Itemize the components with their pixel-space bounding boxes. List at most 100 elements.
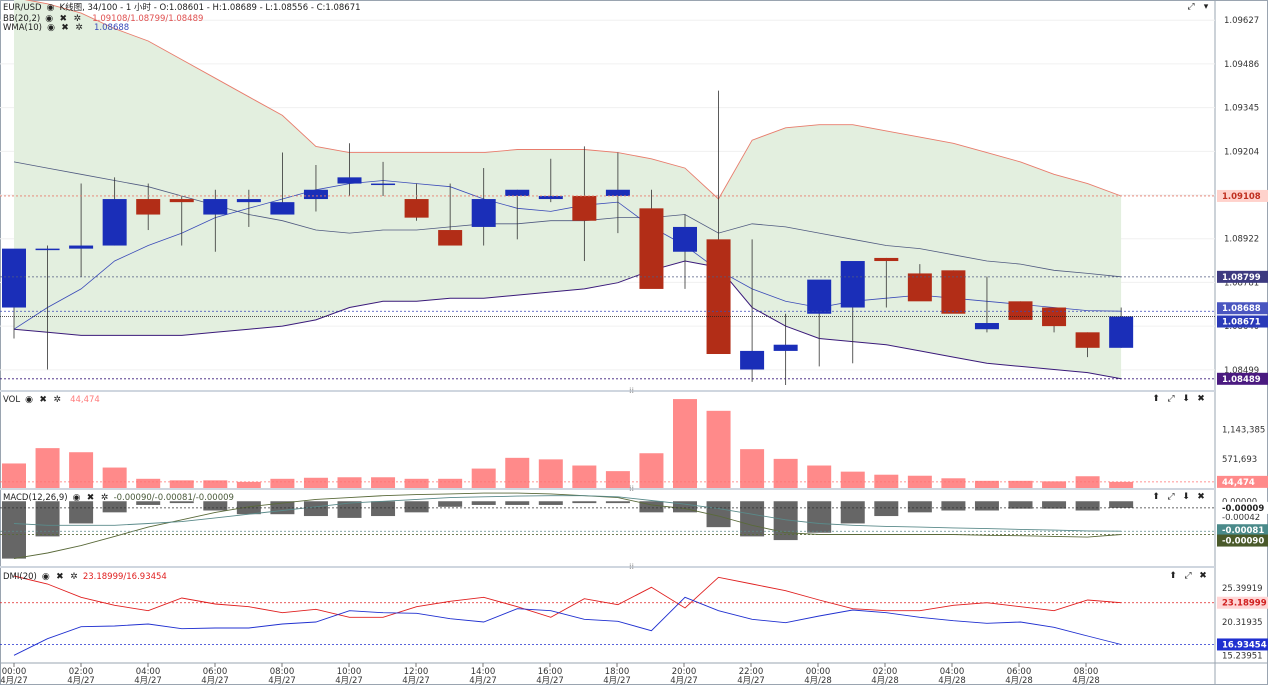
vol-bar	[1075, 476, 1100, 488]
gear-icon[interactable]: ✲	[53, 395, 61, 405]
x-tick-date: 4月/27	[737, 676, 765, 685]
vol-bar	[1109, 481, 1134, 488]
candle-body	[572, 195, 597, 221]
candle-body	[35, 248, 60, 251]
arrow-down-icon[interactable]: ⬇	[1182, 492, 1190, 502]
macd-hist-tag: -0.00009	[1222, 504, 1264, 514]
x-tick-date: 4月/27	[201, 676, 229, 685]
arrow-down-icon[interactable]: ⬇	[1182, 394, 1190, 404]
macd-hist-bar	[807, 501, 832, 533]
gear-icon[interactable]: ✲	[73, 14, 81, 24]
bb-values: 1.09108/1.08799/1.08489	[92, 14, 204, 24]
vol-bar	[136, 478, 161, 488]
y-tick-label: 1.09204	[1224, 147, 1259, 157]
gear-icon[interactable]: ✲	[100, 493, 109, 503]
macd-hist-bar	[1109, 501, 1134, 508]
vol-bar	[773, 458, 798, 488]
close-tag-bg	[1217, 315, 1268, 328]
signal-tag: -0.00081	[1222, 526, 1264, 536]
vol-tag-bg	[1217, 475, 1268, 488]
pane-divider[interactable]	[0, 566, 1215, 568]
dmi-pane-controls: ⬆ ⤢ ✖	[1168, 571, 1208, 581]
vol-bar	[840, 471, 865, 488]
vol-bar	[404, 478, 429, 488]
candle-body	[840, 261, 865, 308]
macd-hist-bar	[505, 501, 530, 505]
candle-body	[102, 199, 127, 246]
bb-lower-tag: 1.08489	[1222, 375, 1261, 385]
x-tick-time: 22:00	[739, 667, 764, 677]
pane-divider[interactable]	[0, 390, 1215, 392]
macd-pane-controls: ⬆ ⤢ ⬇ ✖	[1151, 492, 1206, 502]
expand-icon[interactable]: ⤢	[1167, 394, 1175, 404]
macd-hist-bar	[1042, 501, 1067, 509]
candle-body	[538, 195, 563, 200]
eye-icon[interactable]: ◉	[47, 23, 55, 33]
candle-body	[740, 350, 765, 370]
plus-di-tag: 23.18999	[1222, 599, 1267, 609]
macd-hist-bar	[740, 501, 765, 537]
x-tick-time: 20:00	[672, 667, 697, 677]
symbol-label: EUR/USD	[3, 3, 42, 13]
dmi-tick-label: 15.23951	[1222, 652, 1263, 662]
signal-line	[13, 495, 1122, 532]
vol-bar	[1008, 480, 1033, 488]
vol-bar	[203, 480, 228, 488]
pane-divider[interactable]	[0, 488, 1215, 490]
eye-icon[interactable]: ◉	[72, 493, 81, 503]
plus-di-tag-bg	[1217, 596, 1268, 609]
gear-icon[interactable]: ✲	[75, 23, 83, 33]
macd-hist-bar	[35, 501, 60, 537]
close-icon[interactable]: ✖	[1197, 492, 1205, 502]
candle-body	[706, 239, 731, 355]
macd-hist-bar	[538, 501, 563, 505]
macd-hist-bar	[673, 501, 697, 513]
y-tick-label: 1.09486	[1224, 60, 1259, 70]
macd-hist-bar	[337, 501, 362, 518]
eye-icon[interactable]: ◉	[25, 395, 34, 405]
vol-pane-controls: ⬆ ⤢ ⬇ ✖	[1151, 394, 1206, 404]
grip-icon[interactable]: ⁞⁞	[629, 562, 635, 571]
candle-body	[236, 199, 261, 203]
close-icon[interactable]: ✖	[59, 14, 67, 24]
candle-body	[1109, 316, 1134, 348]
vol-bar	[438, 478, 463, 488]
close-icon[interactable]: ✖	[1197, 394, 1205, 404]
arrow-up-icon[interactable]: ⬆	[1152, 492, 1160, 502]
eye-icon[interactable]: ◉	[45, 14, 54, 24]
eye-icon[interactable]: ◉	[46, 3, 55, 13]
x-tick-time: 12:00	[404, 667, 429, 677]
grip-icon[interactable]: ⁞⁞	[629, 484, 635, 493]
grip-icon[interactable]: ⁞⁞	[629, 386, 635, 395]
bb-lower-line	[13, 260, 1122, 380]
vol-bar	[371, 477, 396, 488]
close-icon[interactable]: ✖	[56, 572, 64, 582]
vol-bar	[471, 468, 496, 488]
arrow-up-icon[interactable]: ⬆	[1169, 571, 1177, 581]
vol-label: VOL	[3, 395, 21, 405]
x-tick-date: 4月/28	[938, 676, 966, 685]
close-icon[interactable]: ✖	[61, 23, 69, 33]
close-icon[interactable]: ✖	[86, 493, 95, 503]
expand-icon[interactable]: ⤢	[1184, 571, 1192, 581]
wma-tag: 1.08688	[1222, 304, 1261, 314]
x-tick-date: 4月/28	[1072, 676, 1100, 685]
close-icon[interactable]: ✖	[39, 395, 47, 405]
arrow-up-icon[interactable]: ⬆	[1152, 394, 1160, 404]
expand-icon[interactable]: ⤢	[1167, 492, 1175, 502]
candle-body	[1075, 332, 1100, 348]
macd-hist-bar	[303, 501, 328, 517]
x-tick-date: 4月/27	[0, 676, 28, 685]
bb-mid-tag-bg	[1217, 270, 1268, 283]
arrow-down-icon[interactable]: ▾	[1203, 2, 1209, 12]
gear-icon[interactable]: ✲	[70, 572, 78, 582]
eye-icon[interactable]: ◉	[41, 572, 50, 582]
x-tick-time: 08:00	[1074, 667, 1099, 677]
expand-icon[interactable]: ⤢	[1187, 2, 1195, 12]
bb-mid-tag: 1.08799	[1222, 273, 1261, 283]
x-tick-time: 18:00	[605, 667, 630, 677]
wma-tag-bg	[1217, 302, 1268, 315]
close-icon[interactable]: ✖	[1199, 571, 1207, 581]
x-tick-date: 4月/28	[871, 676, 899, 685]
